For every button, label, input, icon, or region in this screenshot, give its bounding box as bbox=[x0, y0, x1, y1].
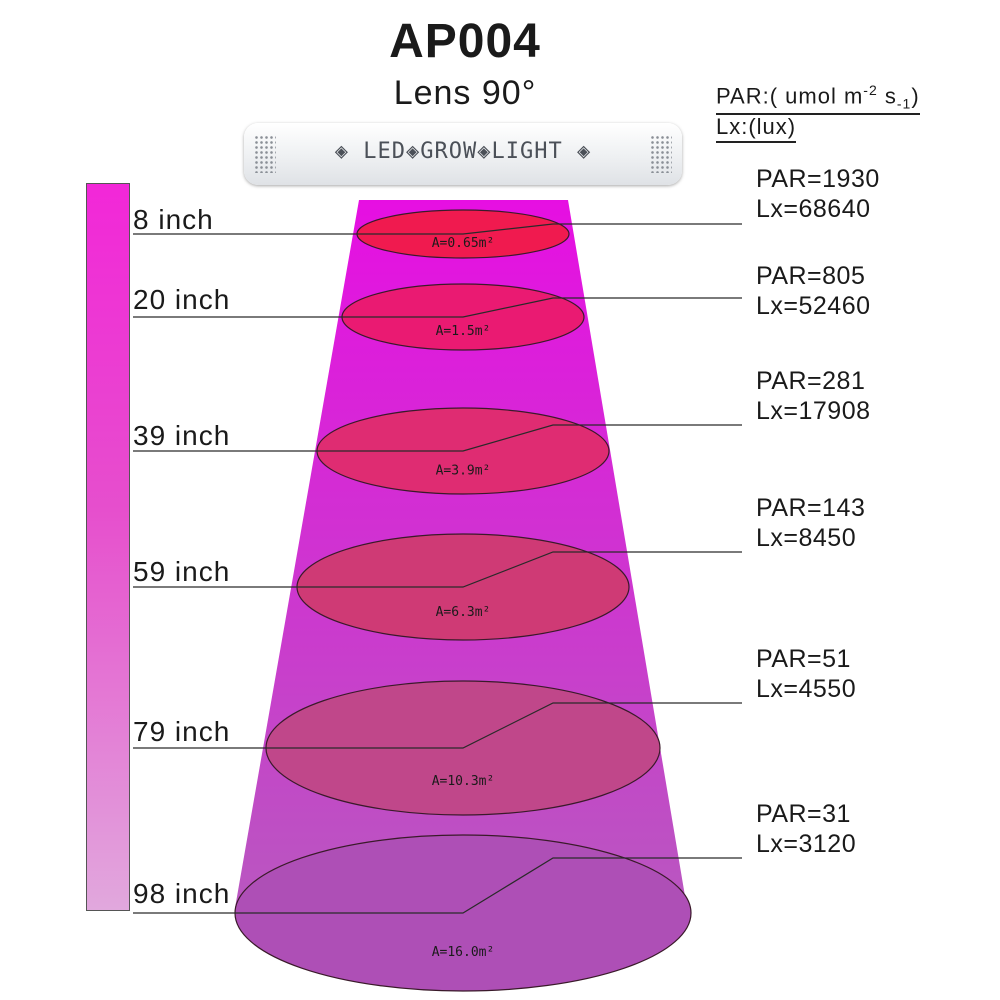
par-unit-suffix: ) bbox=[911, 83, 920, 109]
reading-8: PAR=1930 Lx=68640 bbox=[756, 164, 880, 224]
par-unit-mid: s bbox=[877, 83, 897, 109]
area-label-79: A=10.3m² bbox=[432, 774, 495, 789]
par-value-20: PAR=805 bbox=[756, 262, 866, 290]
lux-value-39: Lx=17908 bbox=[756, 397, 871, 425]
par-value-98: PAR=31 bbox=[756, 800, 851, 828]
area-label-39: A=3.9m² bbox=[436, 464, 491, 479]
par-value-79: PAR=51 bbox=[756, 645, 851, 673]
distance-label-79: 79 inch bbox=[133, 716, 231, 747]
product-title: AP004 bbox=[389, 15, 541, 68]
area-label-59: A=6.3m² bbox=[436, 605, 491, 620]
reading-59: PAR=143 Lx=8450 bbox=[756, 493, 865, 553]
area-label-98: A=16.0m² bbox=[432, 945, 495, 960]
par-value-8: PAR=1930 bbox=[756, 165, 880, 193]
leader-line-8 bbox=[133, 223, 742, 235]
lens-angle-subtitle: Lens 90° bbox=[393, 74, 537, 112]
lux-unit-text: Lx:(lux) bbox=[716, 114, 797, 143]
leader-line-98 bbox=[133, 857, 742, 914]
par-unit-exp1: -2 bbox=[863, 82, 878, 98]
distance-label-8: 8 inch bbox=[133, 204, 214, 235]
left-vent-icon bbox=[254, 135, 276, 173]
leader-line-39 bbox=[133, 424, 742, 452]
reading-79: PAR=51 Lx=4550 bbox=[756, 644, 856, 704]
distance-ruler bbox=[86, 183, 130, 911]
right-vent-icon bbox=[650, 135, 672, 173]
area-label-20: A=1.5m² bbox=[436, 324, 491, 339]
lux-value-98: Lx=3120 bbox=[756, 830, 857, 858]
par-unit-exp2: -1 bbox=[896, 95, 912, 112]
par-value-39: PAR=281 bbox=[756, 367, 866, 395]
distance-label-39: 39 inch bbox=[133, 420, 231, 451]
reading-20: PAR=805 Lx=52460 bbox=[756, 261, 871, 321]
distance-label-59: 59 inch bbox=[133, 556, 231, 587]
lux-value-8: Lx=68640 bbox=[756, 195, 871, 223]
reading-39: PAR=281 Lx=17908 bbox=[756, 366, 871, 426]
par-unit-label: PAR:( umol m-2 s-1) bbox=[716, 82, 920, 115]
leader-line-20 bbox=[133, 297, 742, 318]
par-unit-prefix: PAR:( umol m bbox=[716, 83, 864, 109]
par-value-59: PAR=143 bbox=[756, 494, 866, 522]
distance-label-20: 20 inch bbox=[133, 284, 231, 315]
lux-unit-label: Lx:(lux) bbox=[716, 114, 797, 143]
fixture-label: ◈ LED◈GROW◈LIGHT ◈ bbox=[334, 139, 592, 164]
area-label-8: A=0.65m² bbox=[432, 236, 495, 251]
leader-line-59 bbox=[133, 551, 742, 588]
lux-value-59: Lx=8450 bbox=[756, 524, 857, 552]
distance-label-98: 98 inch bbox=[133, 878, 231, 909]
leader-line-79 bbox=[133, 702, 742, 749]
reading-98: PAR=31 Lx=3120 bbox=[756, 799, 856, 859]
lux-value-79: Lx=4550 bbox=[756, 675, 857, 703]
led-grow-light-fixture: ◈ LED◈GROW◈LIGHT ◈ bbox=[244, 123, 682, 185]
lux-value-20: Lx=52460 bbox=[756, 292, 871, 320]
